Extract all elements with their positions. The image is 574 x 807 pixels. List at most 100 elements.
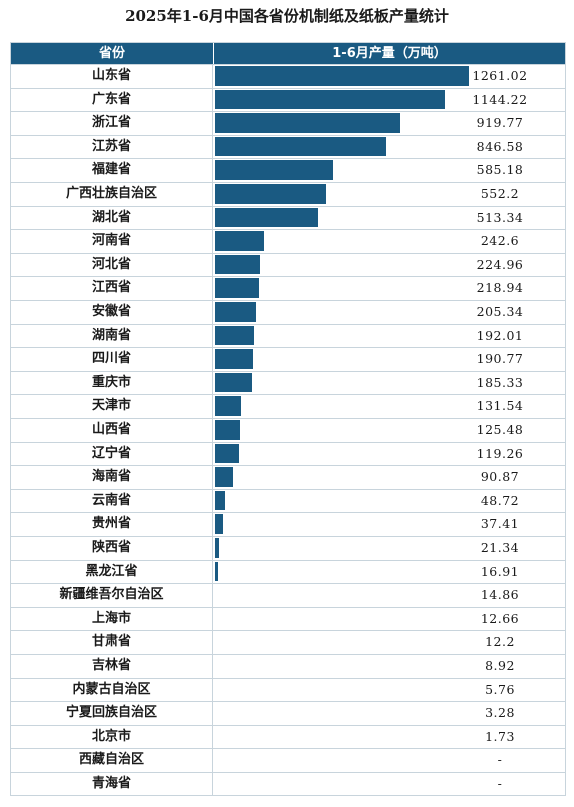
province-label: 陕西省 <box>11 536 213 560</box>
table-row: 山东省 1261.02 <box>11 64 565 88</box>
bar-cell: 1144.22 <box>213 88 565 112</box>
row-divider <box>11 488 565 490</box>
province-label: 西藏自治区 <box>11 748 213 772</box>
value-label: 1261.02 <box>472 68 528 83</box>
production-table: 省份 1-6月产量（万吨） 山东省 1261.02 广东省 1144.22 浙江省 919… <box>10 42 566 796</box>
province-label: 北京市 <box>11 724 213 749</box>
value-label: 846.58 <box>476 138 524 154</box>
bar <box>215 160 333 180</box>
table-row: 辽宁省 119.26 <box>11 441 565 466</box>
table-row: 海南省 90.87 <box>11 465 565 489</box>
province-label: 山西省 <box>11 418 213 442</box>
table-row: 北京市 1.73 <box>11 724 565 749</box>
table-row: 黑龙江省 16.91 <box>11 559 565 584</box>
value-label: 185.33 <box>476 374 524 390</box>
row-divider <box>11 772 565 773</box>
table-row: 四川省 190.77 <box>11 347 565 371</box>
bar <box>215 372 253 393</box>
row-divider <box>11 87 565 89</box>
row-divider <box>11 418 565 419</box>
table-row: 山西省 125.48 <box>11 418 565 442</box>
table-row: 广东省 1144.22 <box>11 87 565 112</box>
header-province: 省份 <box>11 43 213 64</box>
table-row: 宁夏回族自治区 3.28 <box>11 701 565 725</box>
value-label: 513.34 <box>476 209 524 225</box>
table-row: 广西壮族自治区 552.2 <box>11 182 565 206</box>
bar-cell: 12.66 <box>213 607 565 631</box>
bar <box>215 89 446 110</box>
value-label: 16.91 <box>480 563 520 579</box>
bar-cell: 3.28 <box>213 701 565 725</box>
province-label: 江西省 <box>11 276 213 300</box>
province-label: 河南省 <box>11 229 213 253</box>
table-row: 云南省 48.72 <box>11 488 565 513</box>
bar <box>215 207 319 228</box>
bar <box>215 113 401 133</box>
bar <box>215 231 264 251</box>
bar-cell: 513.34 <box>213 206 565 230</box>
bar-cell: 37.41 <box>213 512 565 536</box>
value-label: 8.92 <box>485 658 515 673</box>
table-row: 西藏自治区 - <box>11 748 565 772</box>
table-row: 浙江省 919.77 <box>11 111 565 135</box>
row-divider <box>11 276 565 278</box>
bar-cell: 585.18 <box>213 158 565 182</box>
province-label: 河北省 <box>11 252 213 277</box>
province-label: 山东省 <box>11 64 213 88</box>
chart-title: 2025年1-6月中国各省份机制纸及纸板产量统计 <box>125 7 449 25</box>
province-label: 宁夏回族自治区 <box>11 701 213 725</box>
value-label: - <box>497 776 503 791</box>
value-label: 131.54 <box>476 398 524 414</box>
bar-cell: 205.34 <box>213 300 565 324</box>
bar <box>215 514 223 534</box>
bar-cell: 552.2 <box>213 182 565 206</box>
bar <box>215 467 234 487</box>
row-divider <box>11 134 565 136</box>
row-divider <box>11 512 565 514</box>
bar <box>215 538 220 558</box>
bar-cell: 218.94 <box>213 276 565 300</box>
value-label: 919.77 <box>476 115 524 131</box>
table-row: 福建省 585.18 <box>11 158 565 182</box>
table-row: 湖北省 513.34 <box>11 205 565 230</box>
province-label: 吉林省 <box>11 654 213 678</box>
bar <box>215 420 241 440</box>
bar-cell: 190.77 <box>213 347 565 371</box>
value-label: 5.76 <box>485 681 515 697</box>
bar-cell: 119.26 <box>213 442 565 466</box>
bar-cell: 242.6 <box>213 229 565 253</box>
value-label: 119.26 <box>476 445 524 461</box>
row-divider <box>11 300 565 301</box>
bar <box>215 490 225 511</box>
bar-cell: 125.48 <box>213 418 565 442</box>
province-label: 内蒙古自治区 <box>11 677 213 702</box>
table-row: 江苏省 846.58 <box>11 134 565 159</box>
row-divider <box>11 370 565 372</box>
value-label: 1.73 <box>485 728 515 744</box>
bar-cell: 1261.02 <box>213 64 565 88</box>
value-label: 37.41 <box>480 516 520 532</box>
bar <box>215 443 240 464</box>
bar-cell: 14.86 <box>213 583 565 607</box>
value-label: 21.34 <box>480 540 520 555</box>
value-label: 12.2 <box>485 634 515 650</box>
row-divider <box>11 630 565 632</box>
table-row: 陕西省 21.34 <box>11 536 565 560</box>
row-divider <box>11 229 565 231</box>
value-label: 48.72 <box>480 492 520 508</box>
table-row: 重庆市 185.33 <box>11 370 565 395</box>
bar-cell: 1.73 <box>213 725 565 749</box>
bar-cell: 48.72 <box>213 489 565 513</box>
value-label: 218.94 <box>476 280 524 296</box>
table-row: 吉林省 8.92 <box>11 654 565 678</box>
province-label: 上海市 <box>11 606 213 631</box>
bar <box>215 254 261 275</box>
bar <box>215 66 469 86</box>
province-label: 四川省 <box>11 347 213 371</box>
value-label: 14.86 <box>480 587 520 603</box>
row-divider <box>11 441 565 443</box>
row-divider <box>11 701 565 703</box>
value-label: 190.77 <box>476 351 524 367</box>
bar-cell: 192.01 <box>213 324 565 348</box>
bar-cell: 131.54 <box>213 394 565 418</box>
